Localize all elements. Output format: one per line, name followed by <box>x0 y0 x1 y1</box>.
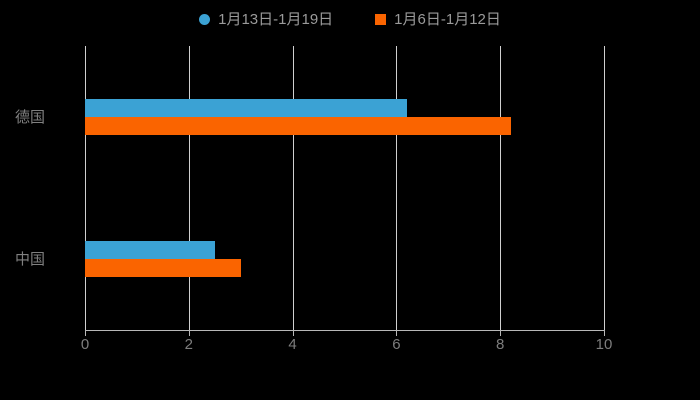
x-axis-tick <box>292 331 294 336</box>
plot-area <box>85 46 605 330</box>
x-axis-tick-label: 0 <box>80 336 90 353</box>
bar-德国-series-0[interactable] <box>85 99 407 117</box>
legend-square-marker-icon <box>375 13 387 25</box>
legend-circle-marker-icon <box>199 13 211 25</box>
gridline <box>188 46 190 330</box>
x-axis-tick-label: 6 <box>392 336 401 353</box>
x-axis-tick <box>188 331 190 336</box>
legend-label-series-1: 1月6日-1月12日 <box>394 10 501 28</box>
gridline <box>85 46 86 330</box>
x-axis-tick <box>604 331 605 336</box>
bar-中国-series-1[interactable] <box>85 259 241 277</box>
gridline <box>396 46 398 330</box>
bar-中国-series-0[interactable] <box>85 241 215 259</box>
legend-label-series-0: 1月13日-1月19日 <box>218 10 334 28</box>
x-axis-tick-label: 4 <box>288 336 297 353</box>
gridline <box>292 46 294 330</box>
chart-legend: 1月13日-1月19日 1月6日-1月12日 <box>0 6 700 32</box>
x-axis-tick <box>396 331 398 336</box>
gridline <box>500 46 502 330</box>
bar-德国-series-1[interactable] <box>85 117 511 135</box>
legend-item-series-1[interactable]: 1月6日-1月12日 <box>375 8 501 30</box>
legend-item-series-0[interactable]: 1月13日-1月19日 <box>199 8 333 30</box>
x-axis-tick <box>85 331 86 336</box>
category-label-中国: 中国 <box>14 251 45 268</box>
category-label-德国: 德国 <box>14 109 45 126</box>
gridline <box>604 46 605 330</box>
x-axis-tick-label: 10 <box>595 336 613 353</box>
x-axis-tick <box>500 331 502 336</box>
x-axis-line <box>85 330 605 331</box>
x-axis-tick-label: 2 <box>184 336 193 353</box>
x-axis-tick-label: 8 <box>496 336 505 353</box>
